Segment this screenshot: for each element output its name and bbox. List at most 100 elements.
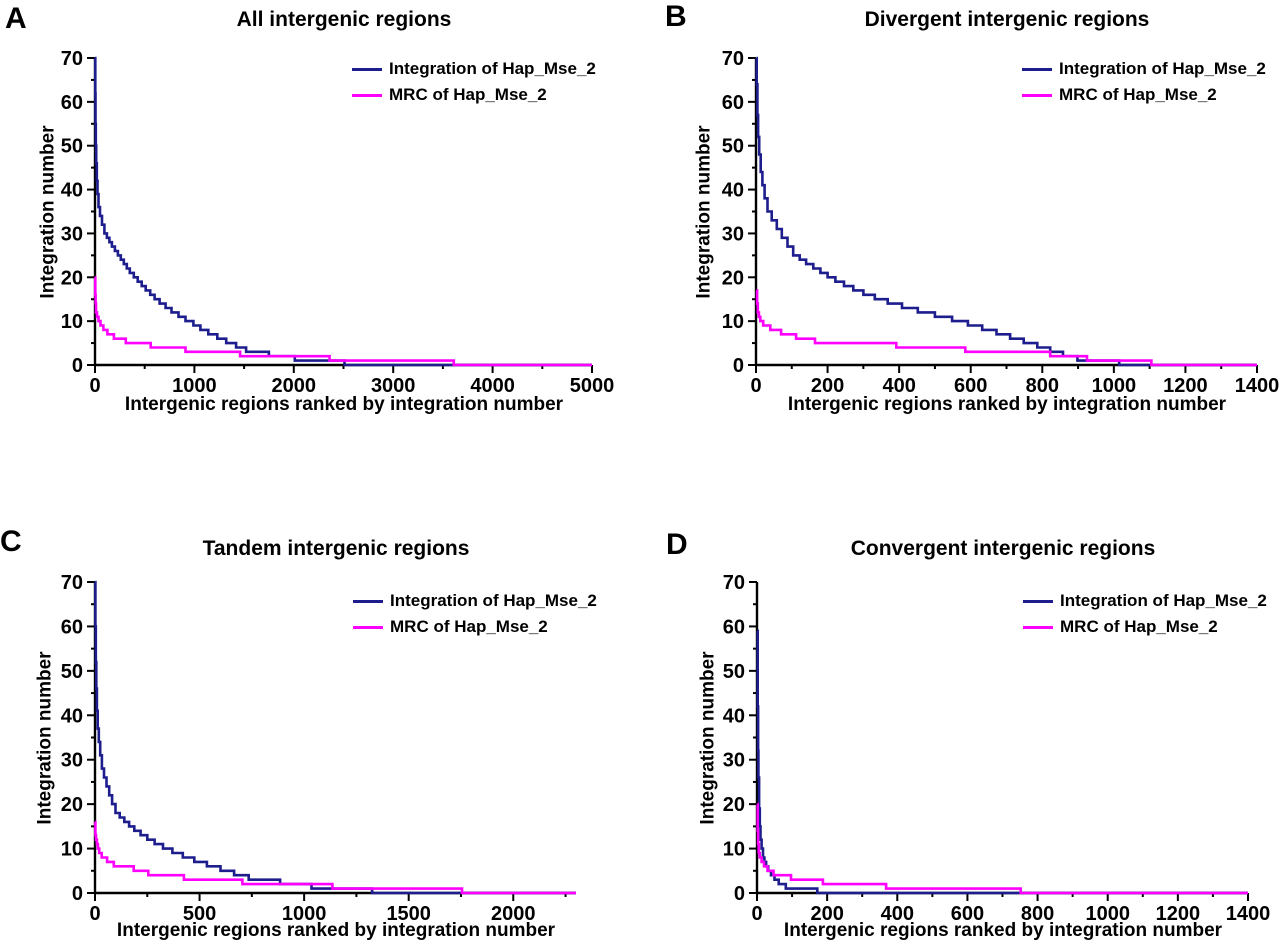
y-tick-label: 70 xyxy=(722,48,744,70)
x-tick-label: 4000 xyxy=(470,375,515,397)
x-tick-label: 1000 xyxy=(172,375,217,397)
chart-title-a: All intergenic regions xyxy=(236,8,452,31)
legend-entry-mrc: MRC of Hap_Mse_2 xyxy=(352,82,596,108)
y-tick-label: 20 xyxy=(723,794,745,816)
y-tick-label: 50 xyxy=(722,136,744,158)
legend-b: Integration of Hap_Mse_2 MRC of Hap_Mse_… xyxy=(1022,56,1266,108)
x-tick-label: 400 xyxy=(881,903,914,925)
x-tick-label: 200 xyxy=(810,903,843,925)
x-tick-label: 1000 xyxy=(282,903,327,925)
x-tick-label: 2000 xyxy=(491,903,536,925)
legend-line-mrc-icon xyxy=(1022,93,1052,97)
y-tick-label: 60 xyxy=(61,616,83,638)
legend-line-mrc-icon xyxy=(1023,625,1053,629)
y-tick-label: 70 xyxy=(61,572,83,594)
legend-label-mrc: MRC of Hap_Mse_2 xyxy=(389,85,547,104)
chart-canvas-c: 0 500 1000 1500 2000 0 10 20 30 40 50 60 70 xyxy=(61,572,576,925)
y-tick-label: 30 xyxy=(61,223,83,245)
chart-canvas-b: 0 200 400 600 800 1000 1200 1400 0 10 20 30 40 50 60 70 xyxy=(722,48,1280,397)
x-tick-label: 1500 xyxy=(386,903,431,925)
y-tick-label: 40 xyxy=(61,705,83,727)
x-tick-label: 5000 xyxy=(570,375,615,397)
y-tick-label: 20 xyxy=(722,267,744,289)
y-tick-label: 0 xyxy=(72,883,83,905)
x-axis-title-c: Intergenic regions ranked by integration… xyxy=(116,920,556,941)
series-line-mrc xyxy=(755,289,1257,367)
x-tick-label: 1200 xyxy=(1156,903,1201,925)
y-tick-label: 40 xyxy=(722,180,744,202)
legend-entry-mrc: MRC of Hap_Mse_2 xyxy=(353,614,597,640)
y-tick-label: 10 xyxy=(61,839,83,861)
y-tick-label: 70 xyxy=(723,572,745,594)
y-tick-label: 10 xyxy=(61,311,83,333)
y-tick-label: 10 xyxy=(723,839,745,861)
x-axis-title-d: Intergenic regions ranked by integration… xyxy=(783,920,1223,941)
chart-canvas-a: 0 1000 2000 3000 4000 5000 0 10 20 30 40 50 60 70 xyxy=(61,48,615,397)
x-tick-label: 0 xyxy=(750,375,761,397)
x-tick-label: 1000 xyxy=(1085,903,1130,925)
x-tick-label: 3000 xyxy=(371,375,416,397)
y-tick-label: 30 xyxy=(61,750,83,772)
x-tick-label: 800 xyxy=(1021,903,1054,925)
y-tick-label: 20 xyxy=(61,267,83,289)
y-axis-title-b: Integration number xyxy=(693,125,715,299)
y-tick-label: 30 xyxy=(722,223,744,245)
x-tick-label: 600 xyxy=(954,375,987,397)
legend-label-integration: Integration of Hap_Mse_2 xyxy=(389,59,596,78)
legend-entry-mrc: MRC of Hap_Mse_2 xyxy=(1022,82,1266,108)
y-tick-label: 60 xyxy=(722,92,744,114)
x-tick-label: 1000 xyxy=(1092,375,1137,397)
y-axis-title-c: Integration number xyxy=(34,651,56,825)
legend-label-mrc: MRC of Hap_Mse_2 xyxy=(390,617,548,636)
legend-entry-mrc: MRC of Hap_Mse_2 xyxy=(1023,614,1267,640)
y-tick-label: 50 xyxy=(723,661,745,683)
x-tick-label: 400 xyxy=(882,375,915,397)
legend-label-mrc: MRC of Hap_Mse_2 xyxy=(1059,85,1217,104)
y-tick-label: 0 xyxy=(733,355,744,377)
x-tick-label: 1200 xyxy=(1163,375,1208,397)
x-tick-label: 800 xyxy=(1026,375,1059,397)
panel-letter-c: C xyxy=(0,525,22,558)
x-tick-label: 600 xyxy=(951,903,984,925)
legend-line-integration-icon xyxy=(352,67,382,71)
y-tick-label: 0 xyxy=(72,355,83,377)
legend-c: Integration of Hap_Mse_2 MRC of Hap_Mse_… xyxy=(353,588,597,640)
x-tick-label: 1400 xyxy=(1235,375,1280,397)
legend-d: Integration of Hap_Mse_2 MRC of Hap_Mse_… xyxy=(1023,588,1267,640)
series-line-integration xyxy=(756,629,1248,895)
panel-letter-b: B xyxy=(665,0,687,33)
x-tick-label: 0 xyxy=(89,903,100,925)
y-axis-title-a: Integration number xyxy=(37,125,59,299)
y-tick-label: 40 xyxy=(723,705,745,727)
series-line-integration xyxy=(94,580,576,895)
chart-title-d: Convergent intergenic regions xyxy=(850,537,1156,560)
legend-line-mrc-icon xyxy=(353,625,383,629)
chart-title-c: Tandem intergenic regions xyxy=(202,537,470,560)
y-tick-label: 50 xyxy=(61,136,83,158)
legend-line-integration-icon xyxy=(1023,599,1053,603)
legend-label-integration: Integration of Hap_Mse_2 xyxy=(1060,591,1267,610)
x-tick-label: 500 xyxy=(183,903,216,925)
y-tick-label: 30 xyxy=(723,750,745,772)
legend-line-integration-icon xyxy=(353,599,383,603)
x-tick-label: 0 xyxy=(89,375,100,397)
legend-entry-integration: Integration of Hap_Mse_2 xyxy=(1022,56,1266,82)
series-line-mrc xyxy=(94,276,592,367)
y-tick-label: 60 xyxy=(723,616,745,638)
y-tick-label: 10 xyxy=(722,311,744,333)
chart-canvas-d: 0 200 400 600 800 1000 1200 1400 0 10 20 30 40 50 60 70 xyxy=(723,572,1271,925)
legend-entry-integration: Integration of Hap_Mse_2 xyxy=(1023,588,1267,614)
panel-b: 0 200 400 600 800 1000 1200 1400 0 10 20 30 40 50 60 70… xyxy=(640,0,1280,475)
y-tick-label: 50 xyxy=(61,661,83,683)
legend-line-integration-icon xyxy=(1022,67,1052,71)
x-tick-label: 1400 xyxy=(1226,903,1271,925)
x-tick-label: 2000 xyxy=(272,375,317,397)
legend-label-integration: Integration of Hap_Mse_2 xyxy=(1059,59,1266,78)
y-tick-label: 0 xyxy=(734,883,745,905)
legend-a: Integration of Hap_Mse_2 MRC of Hap_Mse_… xyxy=(352,56,596,108)
series-line-integration xyxy=(755,56,1257,367)
panel-letter-a: A xyxy=(5,2,27,35)
x-axis-title-b: Intergenic regions ranked by integration… xyxy=(787,394,1227,415)
chart-title-b: Divergent intergenic regions xyxy=(864,8,1150,31)
